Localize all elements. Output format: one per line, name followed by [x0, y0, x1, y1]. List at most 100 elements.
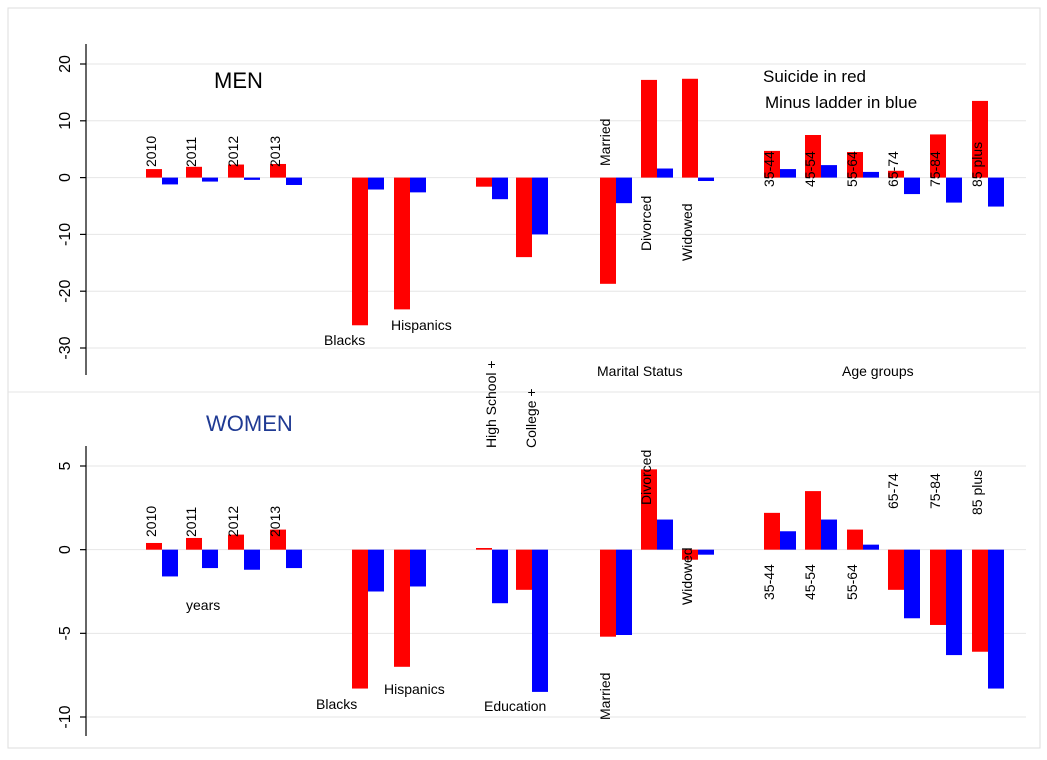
men-y-tick-label: 10: [57, 112, 74, 130]
women-category-label: 2011: [183, 507, 199, 537]
women-bar-ladder: [616, 550, 632, 635]
men-bar-ladder: [368, 178, 384, 190]
men-bar-ladder: [532, 178, 548, 235]
men-bar-suicide: [476, 178, 492, 187]
women-group-label-education: Education: [484, 698, 546, 714]
women-bar-ladder: [162, 550, 178, 577]
men-bar-suicide: [186, 167, 202, 178]
men-category-label: 2010: [143, 136, 159, 167]
women-bar-suicide: [146, 543, 162, 550]
women-bar-suicide: [930, 550, 946, 625]
women-category-label: Married: [597, 673, 613, 720]
women-bar-suicide: [805, 491, 821, 550]
women-y-tick-label: 0: [57, 545, 74, 554]
women-panel-title: WOMEN: [206, 411, 293, 436]
men-bar-suicide: [682, 79, 698, 178]
men-legend-ladder: Minus ladder in blue: [765, 93, 917, 112]
men-bar-ladder: [657, 169, 673, 178]
men-bar-ladder: [492, 178, 508, 200]
men-bar-ladder: [904, 178, 920, 194]
women-y-tick-label: 5: [57, 461, 74, 470]
women-bar-suicide: [186, 538, 202, 550]
men-bar-ladder: [616, 178, 632, 204]
men-category-label: Married: [597, 119, 613, 166]
women-bar-suicide: [516, 550, 532, 590]
women-group-label-years: years: [186, 597, 220, 613]
men-bar-suicide: [641, 80, 657, 178]
women-bar-suicide: [972, 550, 988, 652]
men-bar-ladder: [821, 165, 837, 177]
women-bar-ladder: [368, 550, 384, 592]
men-bar-ladder: [162, 178, 178, 185]
women-bar-ladder: [657, 520, 673, 550]
men-y-tick-label: -10: [57, 223, 74, 246]
men-bar-ladder: [780, 169, 796, 178]
men-category-label: Blacks: [324, 332, 365, 348]
men-bar-suicide: [146, 169, 162, 178]
women-category-label: Hispanics: [384, 681, 445, 697]
women-category-label: 2010: [143, 506, 159, 537]
men-category-label: 75-84: [927, 151, 943, 187]
women-category-label: 85 plus: [969, 470, 985, 515]
men-bar-ladder: [410, 178, 426, 193]
women-y-tick-label: -5: [57, 626, 74, 640]
men-category-label: Divorced: [638, 196, 654, 251]
women-bar-ladder: [286, 550, 302, 568]
women-bar-ladder: [698, 550, 714, 555]
men-y-tick-label: -30: [57, 336, 74, 359]
women-category-label: 45-54: [802, 564, 818, 600]
women-category-label: 2013: [267, 506, 283, 537]
men-bar-ladder: [286, 178, 302, 185]
women-category-label: Widowed: [679, 547, 695, 605]
women-bar-ladder: [988, 550, 1004, 689]
men-category-label: 2012: [225, 136, 241, 167]
men-category-label: 35-44: [761, 151, 777, 187]
men-bar-ladder: [988, 178, 1004, 207]
women-bar-ladder: [492, 550, 508, 604]
men-category-label: Widowed: [679, 203, 695, 261]
men-legend-suicide: Suicide in red: [763, 67, 866, 86]
women-bar-suicide: [847, 530, 863, 550]
women-category-label: Divorced: [638, 450, 654, 505]
men-bar-suicide: [516, 178, 532, 258]
men-bar-suicide: [394, 178, 410, 310]
women-bar-suicide: [476, 548, 492, 550]
women-bar-ladder: [244, 550, 260, 570]
women-category-label: 75-84: [927, 473, 943, 509]
men-category-label: Hispanics: [391, 317, 452, 333]
women-bar-ladder: [821, 520, 837, 550]
women-category-label: 2012: [225, 506, 241, 537]
women-bar-suicide: [394, 550, 410, 667]
men-bar-ladder: [946, 178, 962, 203]
men-y-tick-label: -20: [57, 280, 74, 303]
men-category-label: 55-64: [844, 151, 860, 187]
women-bar-ladder: [532, 550, 548, 692]
women-bar-ladder: [904, 550, 920, 619]
men-group-label-age: Age groups: [842, 363, 914, 379]
women-bar-ladder: [410, 550, 426, 587]
men-bar-ladder: [863, 172, 879, 178]
women-bar-suicide: [352, 550, 368, 689]
women-category-label: 55-64: [844, 564, 860, 600]
men-category-label: 2011: [183, 137, 199, 167]
men-panel-title: MEN: [214, 68, 263, 93]
women-category-label: Blacks: [316, 696, 357, 712]
women-category-label: 65-74: [885, 473, 901, 509]
men-y-tick-label: 0: [57, 173, 74, 182]
men-category-label: 65-74: [885, 151, 901, 187]
women-bar-suicide: [764, 513, 780, 550]
women-bar-ladder: [780, 531, 796, 549]
men-y-tick-label: 20: [57, 55, 74, 73]
men-category-label: 45-54: [802, 151, 818, 187]
women-bar-ladder: [863, 545, 879, 550]
women-bar-ladder: [946, 550, 962, 655]
women-bar-suicide: [600, 550, 616, 637]
women-bar-ladder: [202, 550, 218, 568]
women-bar-suicide: [888, 550, 904, 590]
men-bar-ladder: [244, 178, 260, 180]
men-category-label: 85 plus: [969, 142, 985, 187]
men-group-label-marital: Marital Status: [597, 363, 683, 379]
men-bar-suicide: [352, 178, 368, 326]
